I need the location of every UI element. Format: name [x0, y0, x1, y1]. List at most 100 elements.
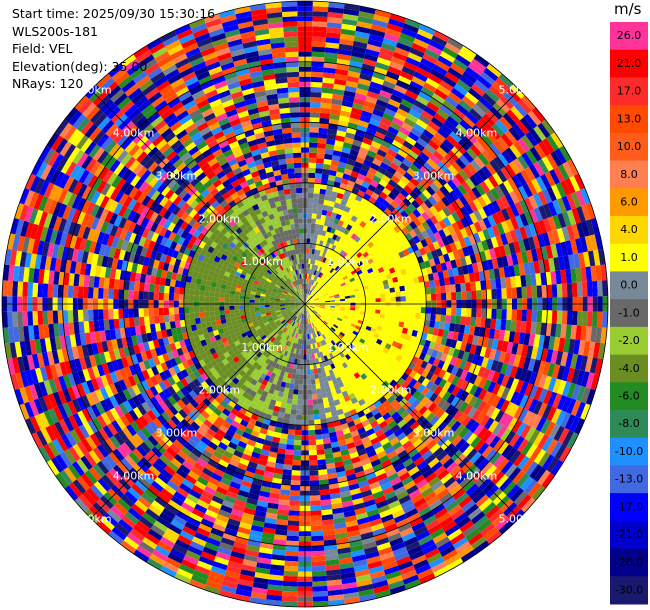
range-gate: [389, 13, 407, 24]
range-gate: [355, 308, 361, 312]
range-gate: [266, 429, 275, 437]
range-gate: [525, 321, 532, 334]
range-gate: [457, 412, 468, 424]
range-gate: [566, 283, 573, 298]
range-gate: [368, 167, 378, 176]
range-gate: [418, 483, 431, 494]
range-gate: [401, 372, 409, 381]
range-gate: [317, 464, 327, 471]
range-gate: [173, 453, 186, 465]
range-gate: [361, 278, 367, 284]
range-gate: [272, 325, 279, 331]
range-gate: [310, 233, 315, 239]
range-gate: [425, 185, 436, 196]
range-gate: [254, 572, 270, 580]
range-gate: [512, 123, 526, 138]
range-gate: [350, 297, 356, 301]
range-gate: [269, 446, 279, 453]
range-gate: [193, 462, 205, 472]
range-gate: [370, 377, 378, 385]
range-gate: [108, 451, 121, 465]
range-gate: [105, 438, 117, 452]
range-gate: [424, 236, 433, 246]
range-gate: [318, 127, 329, 134]
range-gate: [209, 424, 220, 433]
range-gate: [259, 332, 265, 338]
range-gate: [307, 313, 311, 319]
range-gate: [362, 321, 368, 326]
range-gate: [237, 440, 247, 449]
range-gate: [363, 205, 371, 213]
range-gate: [305, 309, 307, 314]
range-gate: [321, 509, 333, 516]
range-gate: [339, 444, 348, 452]
range-gate: [476, 308, 482, 318]
range-gate: [280, 433, 288, 440]
range-gate: [234, 499, 247, 508]
range-gate: [429, 499, 443, 511]
range-gate: [248, 534, 262, 543]
range-gate: [423, 161, 434, 173]
range-gate: [362, 251, 370, 258]
range-gate: [159, 425, 170, 437]
range-gate: [446, 307, 452, 316]
range-gate: [532, 235, 541, 249]
range-gate: [521, 250, 529, 264]
range-gate: [339, 243, 345, 250]
range-gate: [113, 432, 125, 446]
range-gate: [306, 313, 308, 319]
range-gate: [127, 386, 137, 398]
range-gate: [337, 326, 343, 332]
range-gate: [172, 543, 188, 555]
range-gate: [391, 248, 399, 256]
range-gate: [482, 92, 497, 107]
range-gate: [469, 223, 478, 235]
range-gate: [328, 482, 340, 490]
range-gate: [500, 133, 514, 148]
range-gate: [300, 304, 305, 307]
range-gate: [350, 203, 358, 211]
range-gate: [326, 210, 333, 217]
range-gate: [307, 295, 312, 300]
range-gate: [310, 530, 324, 537]
range-gate: [315, 244, 320, 250]
range-gate: [282, 333, 287, 339]
range-gate: [312, 269, 315, 275]
range-gate: [485, 162, 497, 176]
range-gate: [347, 351, 354, 358]
range-gate: [536, 310, 543, 323]
range-gate: [203, 584, 221, 595]
range-gate: [434, 507, 448, 520]
range-gate: [340, 490, 351, 498]
range-gate: [432, 532, 448, 544]
range-gate: [396, 108, 409, 118]
range-gate: [265, 381, 273, 388]
range-gate: [275, 457, 285, 465]
range-gate: [316, 449, 325, 455]
range-gate: [170, 548, 186, 560]
range-gate: [382, 279, 389, 286]
range-gate: [472, 198, 483, 210]
range-gate: [232, 363, 240, 370]
range-gate: [466, 245, 475, 256]
range-gate: [460, 45, 477, 59]
range-gate: [257, 319, 263, 324]
range-gate: [323, 443, 332, 450]
range-gate: [363, 318, 369, 323]
range-gate: [379, 408, 388, 417]
range-gate: [310, 302, 315, 304]
range-gate: [369, 570, 386, 579]
range-gate: [472, 398, 483, 410]
range-gate: [379, 47, 395, 57]
range-gate: [338, 269, 344, 275]
range-gate: [535, 322, 542, 335]
range-gate: [245, 444, 255, 452]
range-gate: [371, 408, 380, 416]
range-gate: [317, 277, 321, 283]
range-gate: [167, 461, 179, 473]
range-gate: [224, 369, 232, 377]
range-gate: [416, 137, 428, 148]
range-gate: [308, 177, 315, 184]
range-gate: [428, 39, 445, 51]
range-gate: [308, 323, 311, 329]
